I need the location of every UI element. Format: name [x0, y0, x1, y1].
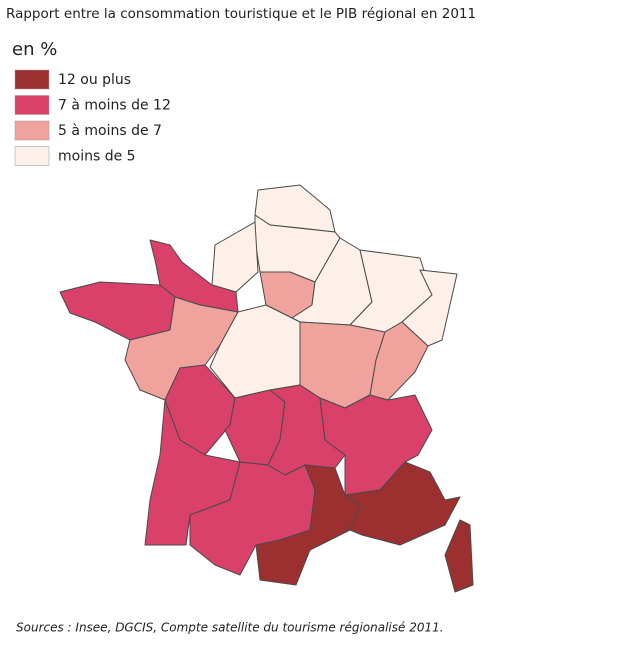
map: [59, 184, 474, 593]
legend: 12 ou plus 7 à moins de 12 5 à moins de 7 m…: [14, 69, 171, 166]
region: [344, 461, 461, 546]
legend-swatch: [14, 95, 50, 115]
region: [124, 296, 239, 401]
legend-label: moins de 5: [58, 149, 136, 165]
legend-label: 12 ou plus: [58, 72, 131, 88]
legend-title: en %: [12, 39, 57, 60]
title: Rapport entre la consommation touristiqu…: [6, 6, 476, 22]
region: [211, 221, 259, 293]
legend-swatch: [14, 146, 50, 166]
region: [59, 281, 176, 341]
legend-label: 5 à moins de 7: [58, 123, 162, 139]
region: [444, 519, 474, 593]
legend-label: 7 à moins de 12: [58, 98, 171, 114]
region: [319, 394, 433, 496]
region: [369, 321, 429, 401]
legend-swatch: [14, 69, 50, 90]
source: Sources : Insee, DGCIS, Compte satellite…: [16, 621, 444, 635]
legend-swatch: [14, 120, 50, 141]
